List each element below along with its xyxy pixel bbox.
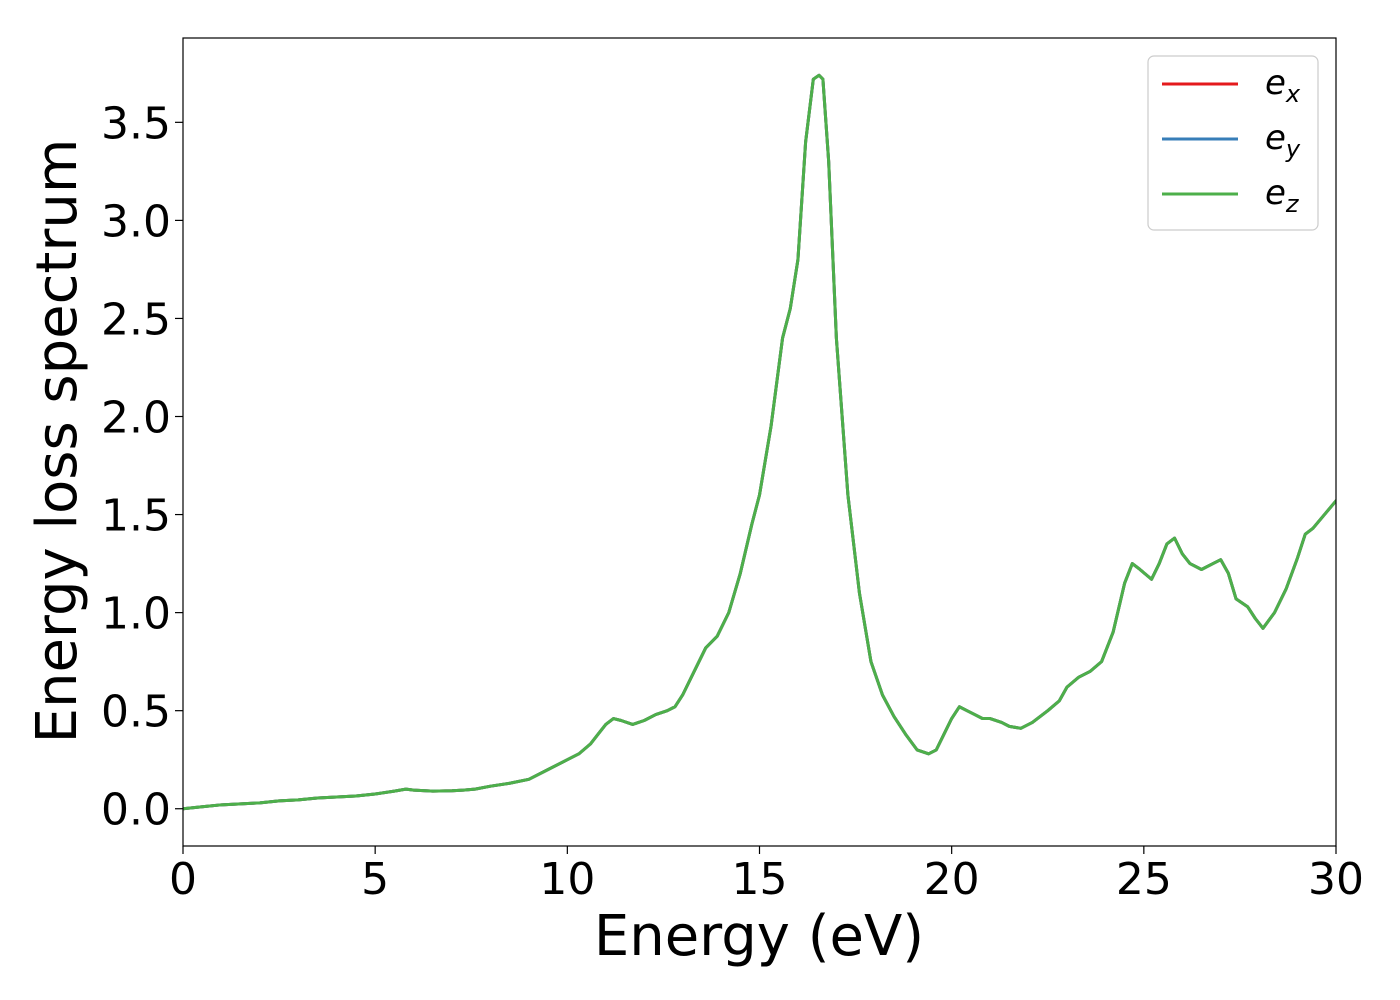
legend-label-e-z: ez — [1265, 173, 1300, 218]
x-tick-label: 10 — [539, 854, 595, 905]
x-tick-label: 30 — [1308, 854, 1364, 905]
x-tick-label: 25 — [1116, 854, 1172, 905]
legend: ex ey ez — [1147, 55, 1319, 231]
y-tick-label: 1.0 — [101, 589, 171, 640]
y-tick-label: 1.5 — [101, 491, 171, 542]
x-tick-label: 5 — [361, 854, 389, 905]
series-line-e-z — [183, 73, 1336, 811]
y-axis: 0.0 0.5 1.0 1.5 2.0 2.5 3.0 3.5 — [101, 98, 183, 836]
x-tick-label: 0 — [169, 854, 197, 905]
x-axis-title: Energy (eV) — [594, 904, 924, 969]
y-tick-label: 3.5 — [101, 98, 171, 149]
x-axis: 0 5 10 15 20 25 30 — [169, 846, 1364, 905]
legend-label-e-y: ey — [1265, 118, 1301, 163]
y-tick-label: 3.0 — [101, 196, 171, 247]
legend-box — [1147, 55, 1319, 231]
y-tick-label: 0.5 — [101, 687, 171, 738]
legend-label-e-x: ex — [1265, 63, 1301, 108]
series-group — [183, 73, 1336, 811]
x-tick-label: 20 — [924, 854, 980, 905]
y-tick-label: 2.5 — [101, 294, 171, 345]
y-tick-label: 2.0 — [101, 393, 171, 444]
y-axis-title: Energy loss spectrum — [25, 139, 90, 744]
y-tick-label: 0.0 — [101, 785, 171, 836]
x-tick-label: 15 — [732, 854, 788, 905]
